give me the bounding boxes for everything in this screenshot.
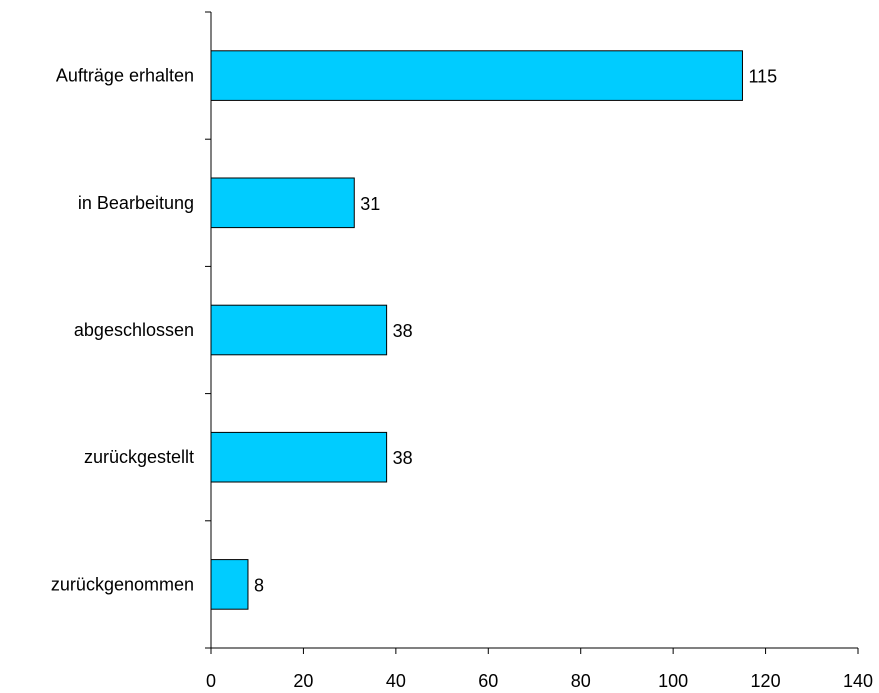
- value-label: 31: [360, 194, 380, 214]
- category-label: in Bearbeitung: [78, 193, 194, 213]
- category-label: Aufträge erhalten: [56, 66, 194, 86]
- x-tick-label: 40: [386, 671, 406, 691]
- x-tick-label: 120: [751, 671, 781, 691]
- x-tick-label: 0: [206, 671, 216, 691]
- bar: [210, 559, 249, 610]
- x-tick-label: 140: [843, 671, 873, 691]
- axes-layer: [205, 11, 859, 654]
- bar: [210, 177, 355, 229]
- bar: [210, 304, 388, 356]
- x-tick-label: 60: [478, 671, 498, 691]
- category-label: abgeschlossen: [74, 320, 194, 340]
- category-label: zurückgenommen: [51, 574, 194, 594]
- x-tick-label: 100: [658, 671, 688, 691]
- bar: [210, 50, 743, 101]
- x-tick-label: 80: [571, 671, 591, 691]
- labels-layer: Aufträge erhalten 115 in Bearbeitung 31 abge…: [51, 66, 873, 691]
- value-label: 38: [393, 448, 413, 468]
- bars-layer: [210, 50, 743, 610]
- value-label: 8: [254, 575, 264, 595]
- x-tick-label: 20: [293, 671, 313, 691]
- value-label: 115: [748, 67, 777, 87]
- bar: [210, 431, 388, 483]
- category-label: zurückgestellt: [84, 447, 194, 467]
- value-label: 38: [393, 321, 413, 341]
